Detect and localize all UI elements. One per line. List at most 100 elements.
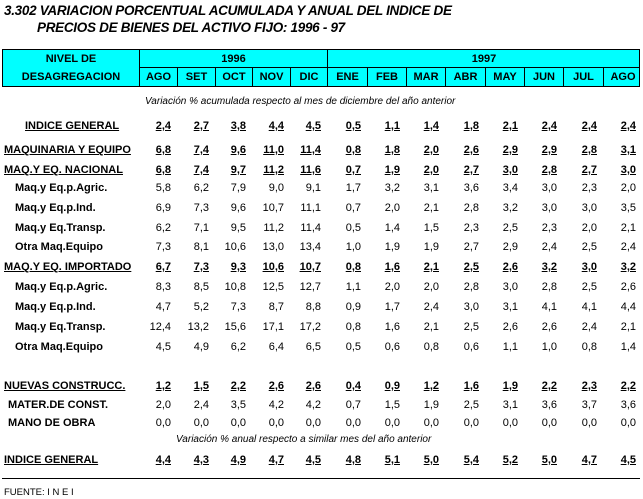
cell-value: 3,6 xyxy=(541,399,557,411)
cell-value: 3,6 xyxy=(463,182,479,194)
table-row: MATER.DE CONST. 2,0 2,4 3,5 4,2 4,2 0,7 1,5 1,9 2… xyxy=(0,399,643,417)
cell-value: 5,8 xyxy=(155,182,171,194)
cell-value: 11,1 xyxy=(300,202,321,214)
cell-value: 3,8 xyxy=(230,120,246,132)
header-month: MAY xyxy=(485,68,524,86)
cell-value: 0,0 xyxy=(423,417,439,429)
cell-value: 2,7 xyxy=(463,241,479,253)
cell-value: 1,7 xyxy=(345,182,361,194)
table-row: INDICE GENERAL 2,4 2,7 3,8 4,4 4,5 0,5 1,1 1,4 1,… xyxy=(0,120,643,138)
cell-value: 2,1 xyxy=(423,202,439,214)
cell-value: 2,6 xyxy=(502,261,518,273)
cell-value: 4,1 xyxy=(541,301,557,313)
cell-value: 2,7 xyxy=(463,164,479,176)
cell-value: 0,0 xyxy=(305,417,321,429)
table-row: Otra Maq.Equipo 7,3 8,1 10,6 13,0 13,4 1,0 1,9 1… xyxy=(0,241,643,259)
cell-value: 3,0 xyxy=(502,281,518,293)
cell-value: 0,8 xyxy=(581,341,597,353)
cell-value: 2,1 xyxy=(620,321,636,333)
cell-value: 13,0 xyxy=(262,241,284,253)
table-row: Maq.y Eq.p.Agric. 8,3 8,5 10,8 12,5 12,7 1,1 2,… xyxy=(0,281,643,299)
cell-value: 2,7 xyxy=(193,120,209,132)
cell-value: 2,3 xyxy=(463,222,479,234)
cell-value: 5,2 xyxy=(193,301,209,313)
cell-value: 4,9 xyxy=(193,341,209,353)
cell-value: 1,1 xyxy=(345,281,361,293)
cell-value: 0,0 xyxy=(620,417,636,429)
cell-value: 1,6 xyxy=(463,380,479,392)
cell-value: 1,0 xyxy=(541,341,557,353)
cell-value: 0,8 xyxy=(345,261,361,273)
cell-value: 0,0 xyxy=(581,417,597,429)
header-month: AGO xyxy=(603,68,642,86)
cell-value: 0,7 xyxy=(345,202,361,214)
table-row: Maq.y Eq.Transp. 12,4 13,2 15,6 17,1 17,2 0,8 1… xyxy=(0,321,643,339)
cell-value: 1,9 xyxy=(384,241,400,253)
cell-value: 3,0 xyxy=(502,164,518,176)
cell-value: 3,2 xyxy=(620,261,636,273)
cell-value: 0,9 xyxy=(384,380,400,392)
cell-value: 2,5 xyxy=(463,261,479,273)
cell-value: 2,0 xyxy=(423,164,439,176)
cell-value: 3,2 xyxy=(502,202,518,214)
note-accumulated: Variación % acumulada respecto al mes de… xyxy=(145,96,456,107)
cell-value: 7,1 xyxy=(193,222,209,234)
cell-value: 2,1 xyxy=(620,222,636,234)
cell-value: 2,4 xyxy=(155,120,171,132)
cell-value: 0,8 xyxy=(345,144,361,156)
cell-value: 2,1 xyxy=(502,120,518,132)
row-label: NUEVAS CONSTRUCC. xyxy=(4,380,126,392)
cell-value: 6,9 xyxy=(155,202,171,214)
cell-value: 0,0 xyxy=(193,417,209,429)
cell-value: 2,6 xyxy=(463,144,479,156)
cell-value: 2,3 xyxy=(541,222,557,234)
cell-value: 1,0 xyxy=(345,241,361,253)
cell-value: 1,4 xyxy=(620,341,636,353)
header-month: OCT xyxy=(215,68,252,86)
cell-value: 2,5 xyxy=(581,281,597,293)
header-year-1996: 1996 xyxy=(139,50,327,68)
cell-value: 9,3 xyxy=(230,261,246,273)
cell-value: 3,0 xyxy=(541,182,557,194)
cell-value: 17,1 xyxy=(262,321,284,333)
source-note: FUENTE: I N E I xyxy=(4,487,74,498)
note-annual: Variación % anual respecto a similar mes… xyxy=(176,434,432,445)
cell-value: 12,7 xyxy=(299,281,321,293)
cell-value: 2,8 xyxy=(541,281,557,293)
cell-value: 5,2 xyxy=(502,454,518,466)
cell-value: 5,4 xyxy=(463,454,479,466)
cell-value: 1,9 xyxy=(423,241,439,253)
cell-value: 2,8 xyxy=(463,202,479,214)
cell-value: 1,9 xyxy=(384,164,400,176)
table-row: MAQ.Y EQ. NACIONAL 6,8 7,4 9,7 11,2 11,6 0,7 1,… xyxy=(0,164,643,182)
cell-value: 15,6 xyxy=(224,321,246,333)
table-row: MAQUINARIA Y EQUIPO 6,8 7,4 9,6 11,0 11,4 0,8 1… xyxy=(0,144,643,162)
cell-value: 0,0 xyxy=(463,417,479,429)
cell-value: 17,2 xyxy=(299,321,321,333)
cell-value: 4,5 xyxy=(305,120,321,132)
cell-value: 2,0 xyxy=(423,144,439,156)
cell-value: 2,4 xyxy=(581,120,597,132)
cell-value: 1,1 xyxy=(384,120,400,132)
cell-value: 3,1 xyxy=(423,182,439,194)
header-month: SET xyxy=(177,68,215,86)
cell-value: 4,3 xyxy=(193,454,209,466)
cell-value: 1,8 xyxy=(463,120,479,132)
cell-value: 11,2 xyxy=(263,164,284,176)
cell-value: 9,7 xyxy=(230,164,246,176)
cell-value: 2,5 xyxy=(502,222,518,234)
cell-value: 3,6 xyxy=(620,399,636,411)
cell-value: 4,4 xyxy=(620,301,636,313)
cell-value: 2,1 xyxy=(423,261,439,273)
header-month: DIC xyxy=(290,68,327,86)
row-label: INDICE GENERAL xyxy=(4,454,99,466)
cell-value: 2,8 xyxy=(463,281,479,293)
cell-value: 3,0 xyxy=(581,202,597,214)
cell-value: 0,4 xyxy=(345,380,361,392)
cell-value: 9,6 xyxy=(230,202,246,214)
cell-value: 4,1 xyxy=(581,301,597,313)
cell-value: 2,0 xyxy=(620,182,636,194)
cell-value: 2,6 xyxy=(541,321,557,333)
cell-value: 0,5 xyxy=(345,222,361,234)
cell-value: 8,5 xyxy=(193,281,209,293)
